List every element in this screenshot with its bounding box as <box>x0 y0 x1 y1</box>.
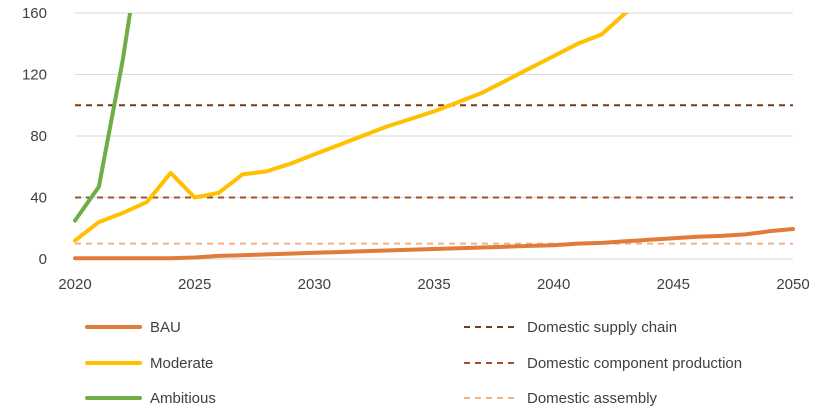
series-line-ambitious <box>73 13 133 223</box>
x-tick-label: 2040 <box>537 276 570 293</box>
x-tick-label: 2030 <box>298 276 331 293</box>
legend: BAU Moderate Ambitious Domestic supply chai… <box>85 319 742 407</box>
legend-label-ambitious: Ambitious <box>150 390 216 407</box>
plot-series <box>73 13 795 261</box>
series-line-moderate <box>73 13 630 243</box>
y-tick-label: 80 <box>30 128 47 145</box>
legend-label-moderate: Moderate <box>150 355 213 372</box>
x-tick-label: 2025 <box>178 276 211 293</box>
y-tick-label: 0 <box>39 251 47 268</box>
x-tick-label: 2020 <box>58 276 91 293</box>
y-tick-label: 40 <box>30 190 47 207</box>
y-tick-label: 120 <box>22 67 47 84</box>
legend-label-domestic-component-production: Domestic component production <box>527 355 742 372</box>
x-tick-label: 2050 <box>776 276 809 293</box>
axes: 0 40 80 120 160 2020 2025 2030 2035 2040 2045 2050 <box>22 5 810 293</box>
y-tick-label: 160 <box>22 5 47 22</box>
legend-label-domestic-supply-chain: Domestic supply chain <box>527 319 677 336</box>
gridlines <box>75 12 793 260</box>
series-line-bau <box>73 227 795 261</box>
legend-label-bau: BAU <box>150 319 181 336</box>
legend-label-domestic-assembly: Domestic assembly <box>527 390 658 407</box>
x-tick-label: 2045 <box>657 276 690 293</box>
x-tick-label: 2035 <box>417 276 450 293</box>
